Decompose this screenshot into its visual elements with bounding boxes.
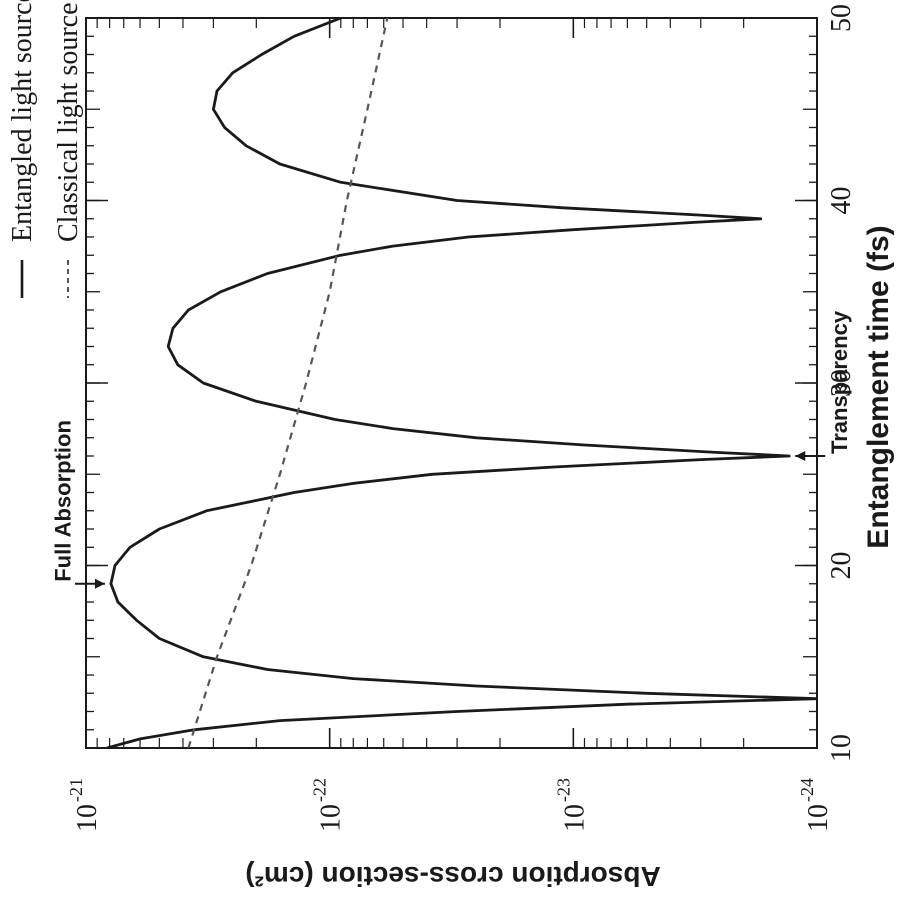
y-tick-base: 10 — [559, 804, 590, 832]
y-tick-exponent: -23 — [553, 778, 573, 802]
x-tick-label: 20 — [826, 552, 857, 580]
legend-classical-label: Classical light source — [53, 2, 84, 242]
y-tick-label: 10-22 — [310, 778, 347, 832]
y-tick-base: 10 — [803, 804, 834, 832]
y-tick-label: 10-21 — [66, 778, 103, 832]
x-tick-label: 40 — [826, 187, 857, 215]
y-tick-label: 10-24 — [797, 778, 834, 832]
x-tick-label: 50 — [826, 4, 857, 32]
annotation-arrow-head — [795, 451, 806, 461]
x-tick-label: 30 — [826, 369, 857, 397]
y-axis-label: Absorption cross-section (cm²) — [245, 861, 660, 892]
x-tick-labels: 10 20 30 40 50 — [826, 4, 857, 762]
plot-frame — [85, 17, 818, 749]
annotation-full-absorption: Full Absorption — [51, 420, 76, 582]
annotation-layer: Full Absorption Transparency — [51, 310, 852, 589]
legend-entangled-label: Entangled light source — [7, 0, 38, 242]
y-tick-exponent: -22 — [310, 778, 330, 802]
classical-series-line — [187, 18, 389, 748]
y-tick-exponent: -21 — [66, 778, 86, 802]
series-layer — [106, 18, 817, 748]
y-tick-exponent: -24 — [797, 778, 817, 802]
x-axis-label: Entanglement time (fs) — [862, 225, 895, 548]
y-tick-base: 10 — [72, 804, 103, 832]
annotation-transparency: Transparency — [827, 310, 852, 454]
annotation-arrow-head — [94, 578, 105, 589]
legend: Entangled light source Classical light so… — [7, 0, 84, 298]
y-tick-label: 10-23 — [553, 778, 590, 832]
entangled-series-line — [106, 18, 817, 748]
y-tick-base: 10 — [316, 804, 347, 832]
x-tick-label: 10 — [826, 734, 857, 762]
